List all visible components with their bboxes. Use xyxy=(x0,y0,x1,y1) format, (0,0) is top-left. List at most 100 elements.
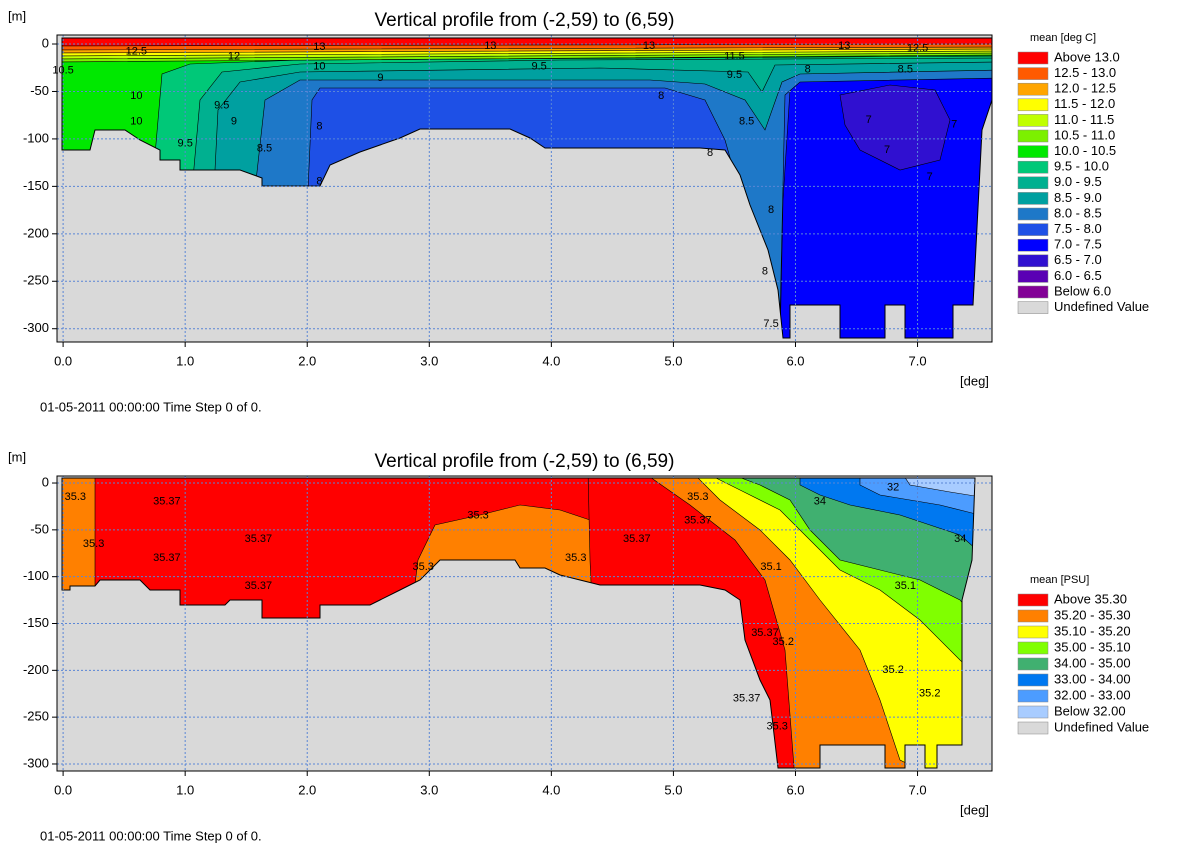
contour-label: 8 xyxy=(316,120,322,132)
legend-label: 7.0 - 7.5 xyxy=(1054,237,1102,252)
y-tick-label: -200 xyxy=(23,662,49,677)
legend-label: 9.0 - 9.5 xyxy=(1054,174,1102,189)
contour-label: 35.1 xyxy=(895,580,916,592)
x-tick-label: 2.0 xyxy=(298,353,316,368)
y-axis-unit: [m] xyxy=(8,449,26,464)
plot-frame xyxy=(56,34,993,343)
y-tick-label: -100 xyxy=(23,130,49,145)
contour-label: 8 xyxy=(762,266,768,278)
legend-swatch xyxy=(1017,285,1049,299)
y-tick-label: -300 xyxy=(23,320,49,335)
x-tick-label: 6.0 xyxy=(786,353,804,368)
legend-swatch xyxy=(1017,114,1049,127)
legend-swatch xyxy=(1017,67,1049,80)
y-tick-label: -50 xyxy=(30,521,49,536)
contour-label: 13 xyxy=(643,40,655,52)
legend-swatch xyxy=(1017,223,1049,236)
contour-label: 8 xyxy=(805,64,811,76)
contour-band xyxy=(62,38,992,47)
contour-label: 7 xyxy=(927,171,933,183)
contour-label: 10 xyxy=(130,116,142,128)
legend-label: 12.0 - 12.5 xyxy=(1054,81,1116,96)
y-tick-label: -200 xyxy=(23,225,49,240)
x-tick-label: 6.0 xyxy=(786,782,804,797)
x-tick-label: 1.0 xyxy=(176,353,194,368)
contour-label: 9.5 xyxy=(727,69,742,81)
contour-label: 7.5 xyxy=(763,318,778,330)
x-tick-label: 5.0 xyxy=(664,353,682,368)
legend-swatch xyxy=(1017,192,1049,205)
contour-label: 9.5 xyxy=(178,138,193,150)
seabed-outline xyxy=(61,477,976,769)
contour-label: 12.5 xyxy=(907,43,928,55)
contour-band xyxy=(839,84,951,171)
contour-label: 35.3 xyxy=(766,720,787,732)
contour-label: 8 xyxy=(658,90,664,102)
contour-label: 8 xyxy=(707,147,713,159)
legend-label: 7.5 - 8.0 xyxy=(1054,221,1102,236)
legend-label: Below 32.00 xyxy=(1054,703,1126,718)
x-tick-label: 0.0 xyxy=(54,353,72,368)
y-tick-label: -300 xyxy=(23,755,49,770)
contour-label: 35.2 xyxy=(882,664,903,676)
contour-label: 9.5 xyxy=(214,100,229,112)
chart-title: Vertical profile from (-2,59) to (6,59) xyxy=(375,10,675,31)
contour-label: 7 xyxy=(951,119,957,131)
footer: 01-05-2011 00:00:00 Time Step 0 of 0. xyxy=(40,828,262,843)
legend-swatch xyxy=(1017,657,1049,671)
contour-label: 7 xyxy=(884,144,890,156)
chart-title: Vertical profile from (-2,59) to (6,59) xyxy=(375,451,675,472)
legend-label: 35.00 - 35.10 xyxy=(1054,639,1131,654)
contour-label: 8.5 xyxy=(898,64,913,76)
legend-swatch xyxy=(1017,609,1049,623)
legend-label: 11.5 - 12.0 xyxy=(1054,96,1115,111)
contour-label: 35.37 xyxy=(245,533,273,545)
x-tick-label: 5.0 xyxy=(664,782,682,797)
legend-swatch xyxy=(1017,301,1049,314)
y-tick-label: 0 xyxy=(42,474,49,489)
contour-label: 10 xyxy=(313,61,325,73)
contour-label: 35.37 xyxy=(153,496,181,508)
x-tick-label: 4.0 xyxy=(542,782,560,797)
contour-label: 9 xyxy=(231,116,237,128)
contour-label: 13 xyxy=(313,41,325,53)
x-tick-label: 7.0 xyxy=(909,353,927,368)
legend-swatch xyxy=(1017,254,1049,268)
y-tick-label: -100 xyxy=(23,568,49,583)
legend-label: 11.0 - 11.5 xyxy=(1054,112,1114,127)
legend-label: Undefined Value xyxy=(1054,299,1149,314)
contour-label: 35.37 xyxy=(153,552,181,564)
contour-label: 13 xyxy=(838,40,850,52)
legend-label: 32.00 - 33.00 xyxy=(1054,687,1131,702)
footer: 01-05-2011 00:00:00 Time Step 0 of 0. xyxy=(40,399,262,414)
contour-label: 12.5 xyxy=(126,46,147,58)
legend-label: 34.00 - 35.00 xyxy=(1054,655,1131,670)
contour-label: 35.3 xyxy=(565,552,586,564)
contour-label: 35.3 xyxy=(412,561,433,573)
y-tick-label: -250 xyxy=(23,709,49,724)
legend-label: Above 35.30 xyxy=(1054,591,1127,606)
contour-label: 9 xyxy=(377,72,383,84)
contour-label: 35.2 xyxy=(919,688,940,700)
y-tick-label: 0 xyxy=(42,35,49,50)
x-tick-label: 1.0 xyxy=(176,782,194,797)
legend-label: 8.5 - 9.0 xyxy=(1054,190,1102,205)
legend-label: 33.00 - 34.00 xyxy=(1054,671,1131,686)
contour-label: 10.5 xyxy=(52,64,73,76)
legend-label: 35.20 - 35.30 xyxy=(1054,607,1131,622)
legend-swatch xyxy=(1017,82,1049,96)
legend-swatch xyxy=(1017,207,1049,221)
plot-frame xyxy=(56,475,993,772)
legend-label: 10.0 - 10.5 xyxy=(1054,143,1116,158)
y-tick-label: -50 xyxy=(30,83,49,98)
contour-label: 35.3 xyxy=(65,491,86,503)
legend-swatch xyxy=(1017,673,1049,687)
contour-label: 7 xyxy=(866,114,872,126)
y-axis-unit: [m] xyxy=(8,8,26,23)
contour-label: 35.3 xyxy=(467,510,488,522)
y-tick-label: -150 xyxy=(23,178,49,193)
legend-swatch xyxy=(1017,51,1049,65)
y-tick-label: -250 xyxy=(23,273,49,288)
legend-swatch xyxy=(1017,270,1049,283)
